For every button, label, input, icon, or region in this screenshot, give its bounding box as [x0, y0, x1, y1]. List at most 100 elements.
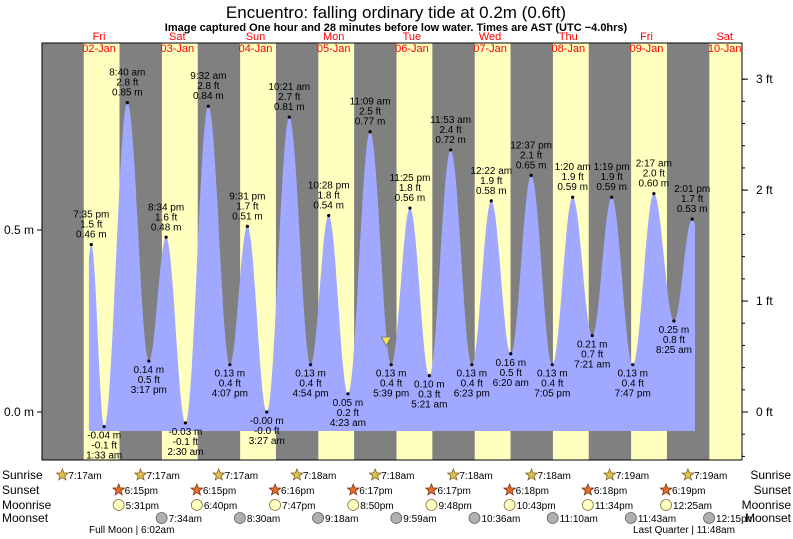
left-axis-tick-label: 0.0 m: [4, 405, 34, 419]
sunset-time: 6:15pm: [203, 486, 236, 497]
chart-subtitle: Image captured One hour and 28 minutes b…: [165, 22, 628, 34]
day-date-label: 10-Jan: [708, 43, 742, 55]
sunrise-time: 7:18am: [538, 471, 571, 482]
moonrise-time: 5:31pm: [126, 501, 159, 512]
sunrise-icon: [211, 467, 226, 481]
sunrise-icon: [602, 467, 617, 481]
sunrise-time: 7:19am: [616, 471, 649, 482]
tide-label-text: 10:21 am: [268, 82, 310, 93]
tide-label-text: 1.7 ft: [681, 194, 703, 205]
tide-label-text: 0.51 m: [232, 211, 263, 222]
tide-point: [327, 213, 331, 218]
tide-label-text: -0.04 m: [87, 431, 121, 442]
tide-label-text: 4:23 am: [330, 418, 366, 429]
day-date-label: 07-Jan: [473, 43, 507, 55]
sunrise-icon: [290, 467, 304, 481]
tide-point: [308, 363, 313, 367]
sunset-time: 6:18pm: [516, 486, 549, 497]
tide-label-text: 3:27 am: [249, 436, 285, 447]
sunrise-icon: [55, 467, 70, 481]
tide-point: [183, 421, 188, 425]
tide-label-text: 0.2 ft: [337, 408, 359, 419]
moonset-time: 11:10am: [560, 514, 598, 525]
tide-point: [529, 173, 533, 177]
day-name-label: Mon: [323, 31, 344, 43]
tide-label-text: 2.8 ft: [197, 81, 219, 92]
tide-label-text: 0.48 m: [151, 222, 182, 233]
tide-point: [672, 319, 676, 323]
moonset-time: 8:30am: [247, 514, 280, 525]
tide-label-text: 0.59 m: [596, 182, 627, 193]
tide-label-text: -0.1 ft: [173, 437, 199, 448]
tide-label-text: 0.14 m: [134, 365, 165, 376]
row-label-left: Moonrise: [2, 498, 52, 512]
sunrise-icon: [446, 467, 461, 481]
sunrise-time: 7:19am: [694, 471, 727, 482]
current-tide-marker: [380, 336, 392, 347]
day-name-label: Tue: [403, 31, 422, 43]
sunset-icon: [581, 482, 595, 496]
moonset-icon: [312, 512, 324, 524]
tide-point: [164, 235, 168, 239]
tide-label-text: 1.5 ft: [80, 220, 102, 231]
tide-label-text: 9:31 pm: [229, 191, 265, 202]
tide-label-text: 7:21 am: [574, 360, 610, 371]
moonrise-time: 8:50pm: [360, 501, 393, 512]
moonrise-time: 6:40pm: [204, 501, 237, 512]
tide-label-text: 2.8 ft: [116, 78, 138, 89]
tide-label-text: 0.5 ft: [500, 368, 522, 379]
tide-label-text: 8:40 am: [109, 68, 145, 79]
sunset-time: 6:16pm: [281, 486, 314, 497]
tide-label-text: 8:34 pm: [148, 202, 184, 213]
day-date-label: 08-Jan: [551, 43, 585, 55]
tide-label-text: 0.4 ft: [380, 379, 402, 390]
moonrise-time: 12:25am: [673, 501, 712, 512]
tide-label-text: 0.16 m: [495, 358, 526, 369]
right-axis-tick-label: 3 ft: [756, 72, 773, 86]
tide-label-text: 0.3 ft: [418, 390, 440, 401]
tide-label-text: 8:25 am: [656, 345, 692, 356]
moonrise-icon: [347, 499, 360, 511]
sunset-time: 6:17pm: [437, 486, 470, 497]
sunrise-icon: [368, 467, 382, 481]
row-label-right: Moonrise: [742, 498, 792, 512]
sunset-icon: [659, 482, 673, 496]
tide-point: [427, 374, 431, 378]
tide-point: [489, 199, 493, 203]
moonrise-time: 9:48pm: [438, 501, 471, 512]
moonset-icon: [468, 512, 481, 524]
tide-label-text: -0.1 ft: [91, 441, 117, 452]
day-name-label: Sun: [246, 31, 266, 43]
tide-point: [125, 101, 129, 105]
moonrise-icon: [190, 499, 203, 511]
tide-label-text: 0.60 m: [639, 179, 670, 190]
tide-label-text: 0.65 m: [516, 160, 547, 171]
plot-border: [41, 42, 743, 461]
right-axis-tick-label: 1 ft: [756, 294, 773, 308]
tide-point: [690, 217, 694, 221]
moonset-icon: [546, 512, 559, 524]
tide-point: [449, 148, 453, 152]
moon-phase-full: Full Moon | 6:02am: [89, 525, 174, 536]
tide-label-text: 0.85 m: [112, 88, 143, 99]
tide-point: [265, 410, 269, 414]
moonrise-icon: [581, 499, 594, 511]
tide-point: [368, 130, 372, 134]
tide-label-text: -0.00 m: [250, 416, 284, 427]
moonrise-icon: [425, 499, 438, 511]
tide-label-text: 0.13 m: [215, 369, 246, 380]
tide-label-text: 1.6 ft: [155, 212, 177, 223]
tide-curve: [88, 102, 695, 431]
moonset-icon: [703, 512, 715, 524]
tide-point: [102, 424, 106, 429]
tide-label-text: 0.58 m: [476, 186, 507, 197]
tide-label-text: 1:20 am: [555, 162, 591, 173]
tide-label-text: 0.13 m: [376, 369, 407, 380]
tide-label-text: 0.7 ft: [581, 350, 603, 361]
tide-label-text: 0.77 m: [355, 117, 386, 128]
day-name-label: Sat: [716, 31, 733, 43]
day-name-label: Wed: [479, 31, 501, 43]
tide-label-text: 0.84 m: [193, 91, 224, 102]
moonset-icon: [390, 512, 403, 524]
moonset-time: 11:43am: [638, 514, 676, 525]
